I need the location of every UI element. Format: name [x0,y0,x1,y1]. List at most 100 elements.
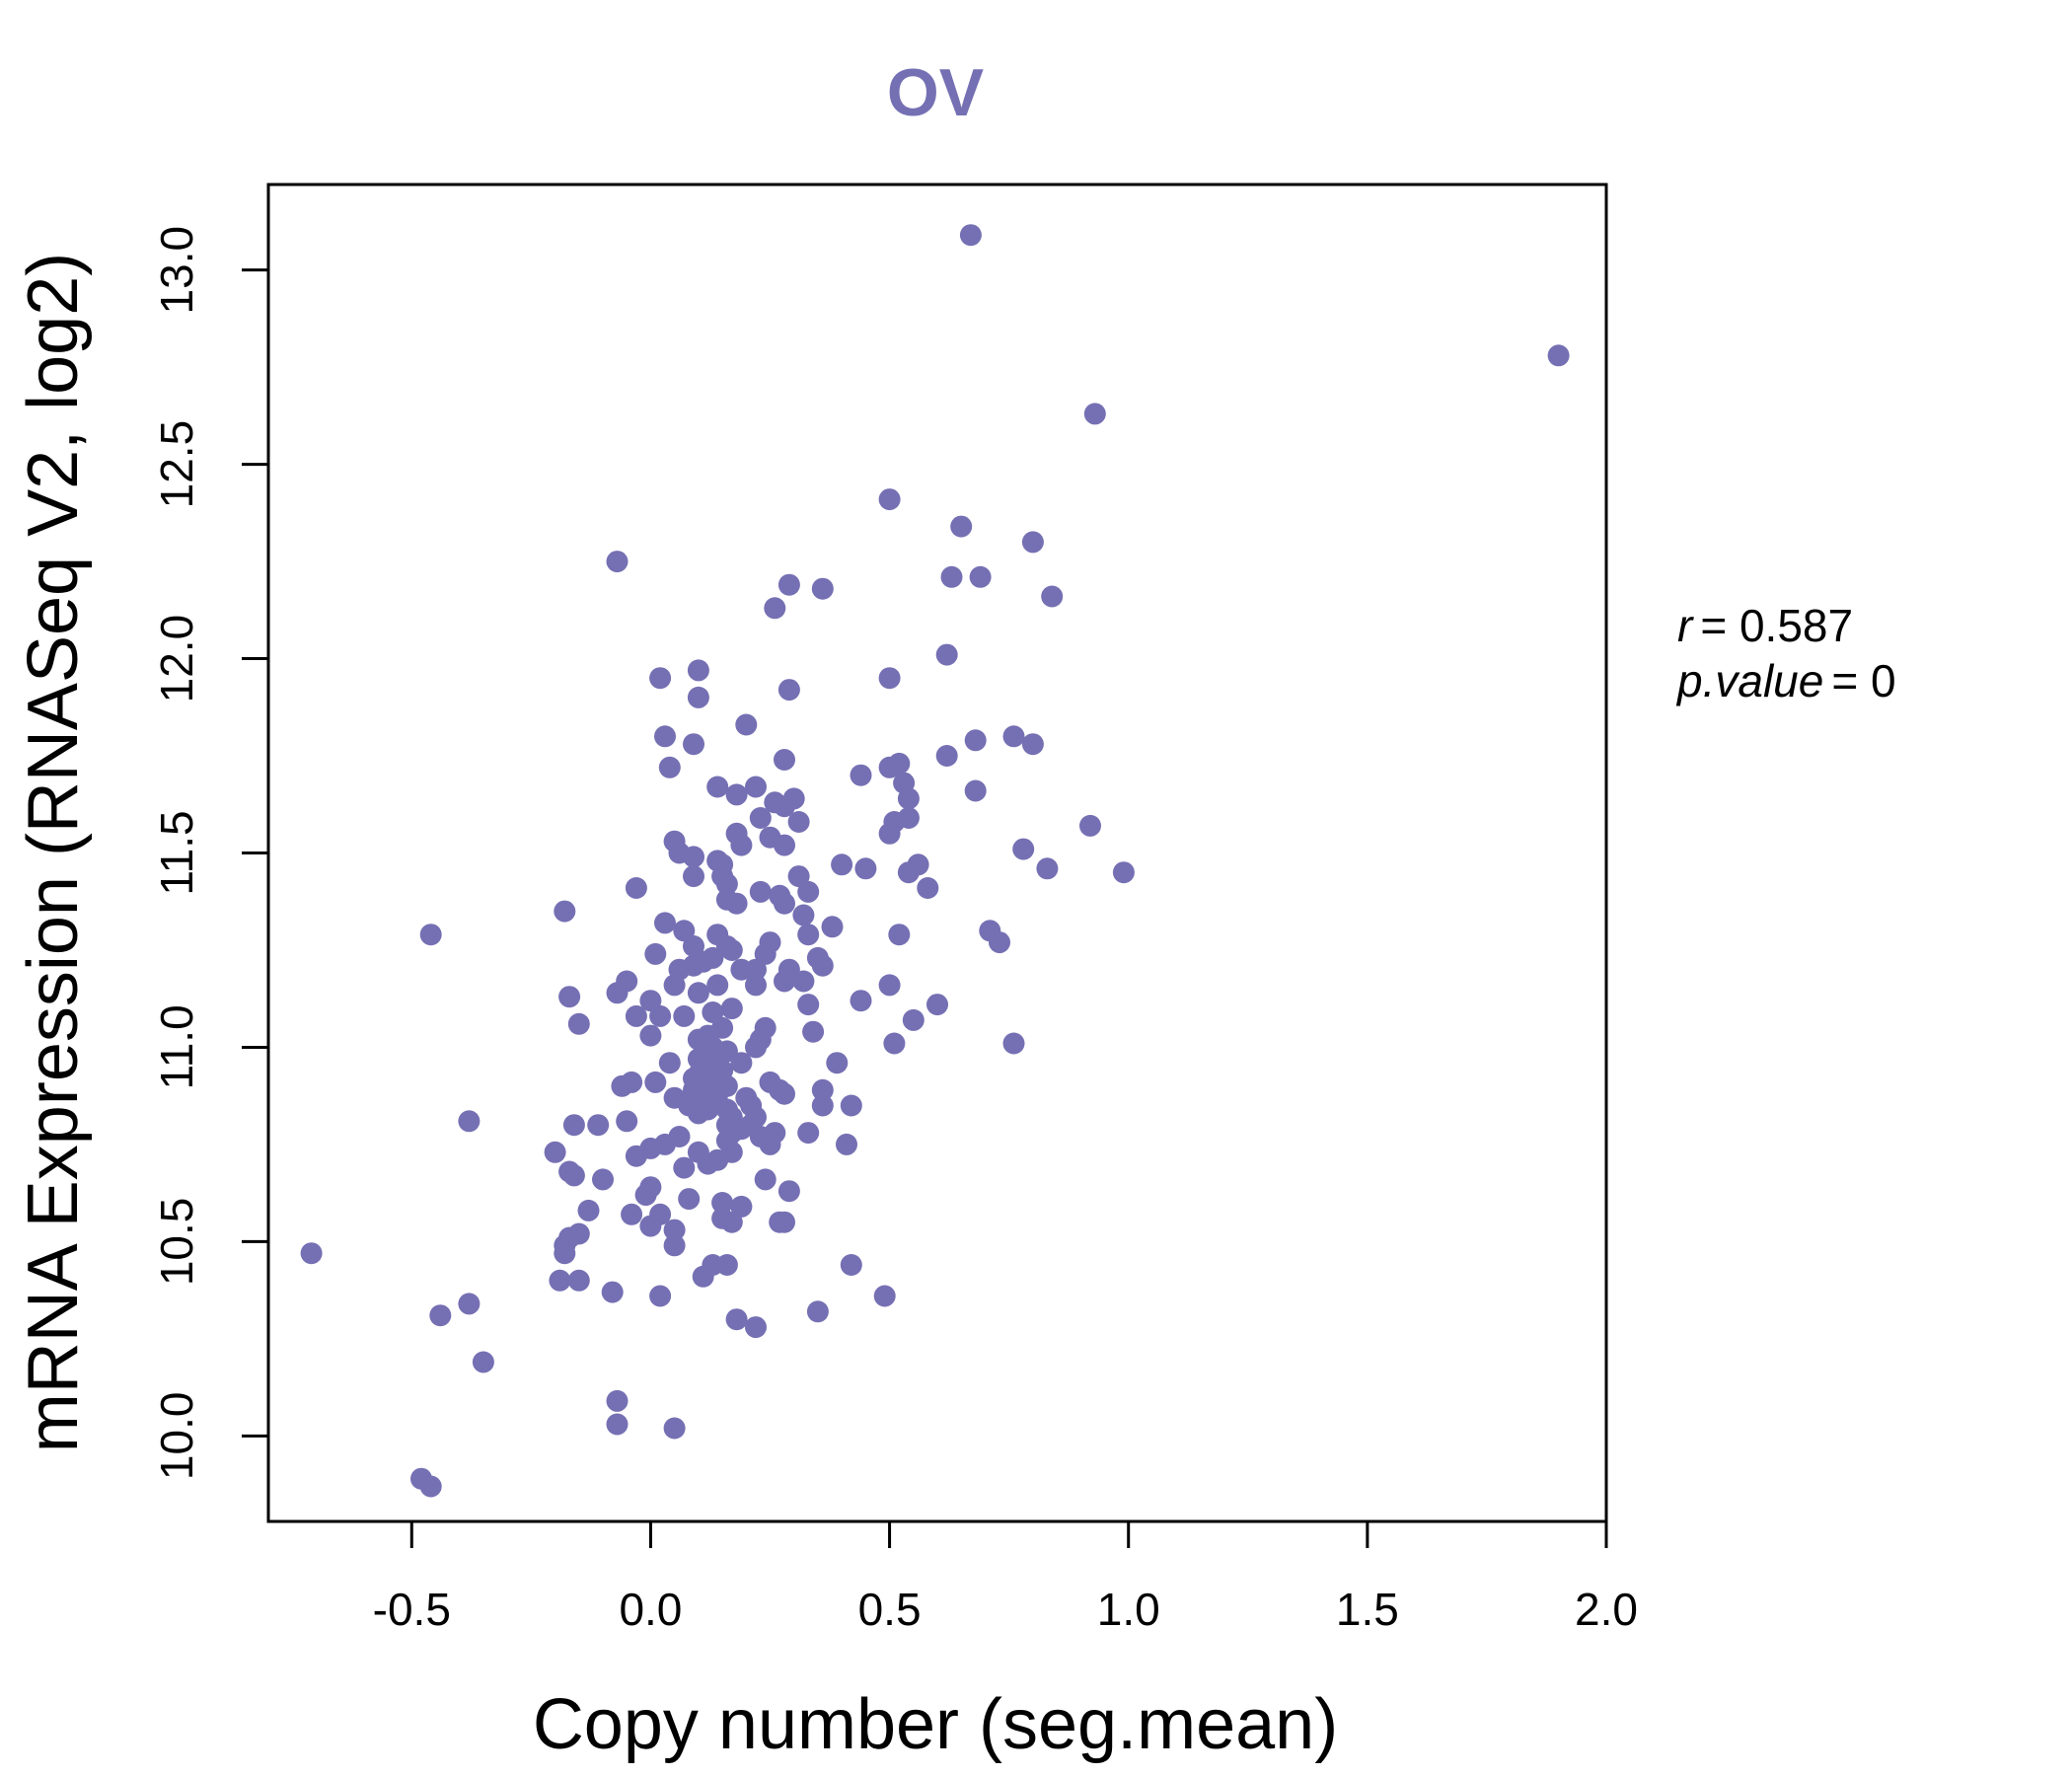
data-point [883,1032,906,1055]
data-point [964,729,987,752]
data-point [558,986,581,1008]
y-axis: 10.0 10.5 11.0 11.5 12.0 12.5 13.0 [151,226,270,1480]
data-point [725,1308,748,1331]
data-point [764,597,786,620]
data-point [658,756,681,778]
data-point [419,1475,442,1498]
data-point [683,865,704,888]
data-point [797,880,820,903]
data-point [1547,344,1570,367]
y-tick-label: 13.0 [151,226,202,315]
data-point [720,939,743,961]
data-point [811,954,834,977]
x-axis: -0.5 0.0 0.5 1.0 1.5 2.0 [373,1519,1638,1635]
data-point [606,1389,629,1412]
data-point [692,1265,714,1288]
data-point [950,515,973,538]
data-point [774,1082,795,1105]
data-point [749,807,772,829]
data-point [792,904,815,926]
data-point [678,1188,701,1211]
data-point [300,1242,323,1265]
data-point [1036,857,1059,880]
data-point [644,942,667,965]
data-point [725,892,748,915]
data-point [989,931,1010,954]
data-point [802,1020,825,1043]
x-axis-label: Copy number (seg.mean) [533,1685,1338,1764]
data-point [715,873,738,895]
y-tick-label: 11.0 [151,1004,202,1089]
data-point [940,565,963,588]
data-point [821,916,844,938]
data-point [702,946,724,969]
data-point [567,1012,590,1035]
data-point [663,974,686,997]
data-point [774,749,795,771]
data-point [840,1094,862,1117]
data-point [745,958,767,981]
y-axis-label: mRNA Expression (RNASeq V2, log2) [14,253,93,1452]
data-point [777,573,800,596]
data-point [711,1192,734,1214]
data-point [806,1300,829,1323]
data-point [720,998,743,1020]
data-point [878,822,901,845]
points-layer [300,224,1570,1498]
data-point [774,834,795,856]
data-point [673,920,696,942]
data-point [663,1219,686,1241]
data-point [797,924,820,946]
data-point [673,1156,696,1179]
data-point [735,713,758,736]
r-value: = 0.587 [1700,600,1853,651]
data-point [826,1052,849,1074]
data-point [639,1215,662,1237]
data-point [754,1168,777,1191]
data-point [687,686,709,708]
y-tick-label: 10.5 [151,1198,202,1287]
data-point [897,861,920,884]
data-point [777,679,800,702]
data-point [831,853,853,876]
data-point [878,667,901,690]
data-point [562,1114,585,1137]
data-point [606,1413,629,1436]
data-point [458,1293,481,1315]
data-point [625,1145,647,1167]
p-annotation: p.value = 0 [1675,655,1896,706]
data-point [429,1304,452,1327]
data-point [1083,403,1106,425]
data-point [683,846,704,868]
data-point [616,1110,638,1133]
data-point [683,733,704,756]
data-point [562,1164,585,1187]
data-point [1021,733,1044,756]
data-point [811,1078,834,1101]
data-point [811,1094,834,1117]
data-point [554,1242,576,1265]
data-point [544,1141,566,1163]
data-point [639,990,662,1012]
data-point [1021,531,1044,554]
data-point [792,970,815,993]
data-point [749,880,772,903]
data-point [458,1110,481,1133]
data-point [687,982,709,1004]
r-label: r [1677,600,1694,651]
data-point [706,776,729,798]
data-point [730,1052,753,1074]
data-point [621,1203,643,1225]
y-tick-label: 12.0 [151,615,202,703]
data-point [878,488,901,511]
data-point [601,1281,624,1303]
correlation-annotation: r = 0.587 p.value = 0 [1675,600,1896,706]
data-point [606,982,629,1004]
p-label: p.value [1675,655,1823,706]
x-tick-label: -0.5 [373,1584,451,1635]
x-tick-label: 0.5 [858,1584,922,1635]
data-point [472,1351,494,1373]
data-point [654,725,676,748]
data-point [836,1133,857,1155]
